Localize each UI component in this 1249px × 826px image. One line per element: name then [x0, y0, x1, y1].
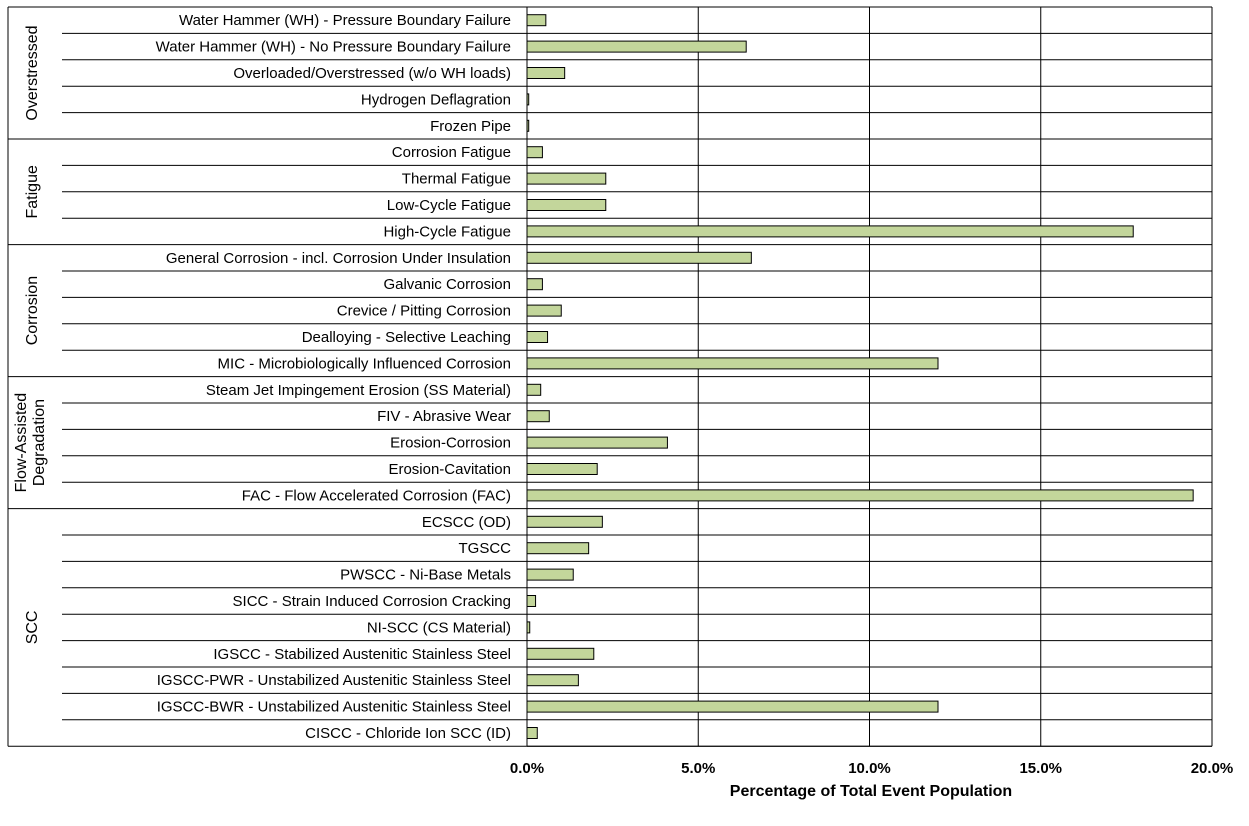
bar	[526, 489, 1194, 502]
category-label: PWSCC - Ni-Base Metals	[340, 567, 511, 584]
bar	[526, 146, 543, 159]
group-label: Corrosion	[24, 276, 41, 345]
bar	[526, 172, 607, 185]
group-labels: Overstressed Fatigue Corrosion Flow-Assiste…	[13, 25, 48, 644]
group-label: Fatigue	[24, 165, 41, 218]
bar	[526, 674, 579, 687]
group-label: SCC	[24, 611, 41, 645]
bar	[526, 331, 549, 343]
category-label: IGSCC-BWR - Unstabilized Austenitic Stai…	[157, 699, 511, 716]
category-label: SICC - Strain Induced Corrosion Cracking	[233, 593, 511, 610]
bars	[526, 14, 1194, 739]
bar	[526, 278, 543, 291]
x-tick-label: 5.0%	[681, 760, 715, 777]
bar	[526, 595, 537, 607]
bar	[526, 14, 547, 27]
category-label: Erosion-Corrosion	[390, 435, 511, 452]
category-label: Water Hammer (WH) - No Pressure Boundary…	[156, 39, 511, 56]
bar	[526, 700, 939, 713]
category-label: FIV - Abrasive Wear	[377, 408, 511, 425]
category-label: Corrosion Fatigue	[392, 144, 511, 161]
x-tick-label: 10.0%	[848, 760, 891, 777]
x-tick-label: 0.0%	[510, 760, 544, 777]
x-tick-label: 15.0%	[1019, 760, 1062, 777]
category-label: Frozen Pipe	[430, 118, 511, 135]
x-axis-title: Percentage of Total Event Population	[730, 783, 1012, 800]
category-label: Thermal Fatigue	[402, 171, 511, 188]
group-label: Overstressed	[24, 25, 41, 120]
category-label: IGSCC-PWR - Unstabilized Austenitic Stai…	[157, 672, 511, 689]
category-label: CISCC - Chloride Ion SCC (ID)	[305, 725, 511, 742]
bar	[526, 40, 747, 53]
group-label: Flow-AssistedDegradation	[13, 393, 48, 493]
category-label: Steam Jet Impingement Erosion (SS Materi…	[206, 382, 511, 399]
category-label: Crevice / Pitting Corrosion	[337, 303, 511, 320]
bar	[526, 727, 538, 739]
category-label: ECSCC (OD)	[422, 514, 511, 531]
category-label: MIC - Microbiologically Influenced Corro…	[218, 355, 511, 372]
category-label: FAC - Flow Accelerated Corrosion (FAC)	[242, 487, 511, 504]
category-labels: Water Hammer (WH) - Pressure Boundary Fa…	[156, 12, 512, 742]
bar	[526, 357, 939, 370]
bar	[526, 304, 562, 317]
bar	[526, 93, 530, 106]
category-label: General Corrosion - incl. Corrosion Unde…	[166, 250, 511, 267]
bar	[526, 383, 542, 396]
category-label: Overloaded/Overstressed (w/o WH loads)	[233, 65, 511, 82]
group-dividers	[7, 6, 1212, 747]
group-label-line: Flow-Assisted	[13, 393, 30, 493]
category-label: TGSCC	[459, 540, 512, 557]
bar	[526, 251, 752, 264]
bar	[526, 621, 531, 634]
bar	[526, 463, 598, 475]
bar	[526, 119, 530, 132]
category-label: High-Cycle Fatigue	[383, 223, 511, 240]
bar	[526, 436, 668, 449]
category-label: NI-SCC (CS Material)	[367, 619, 511, 636]
category-label: Galvanic Corrosion	[383, 276, 511, 293]
bar	[526, 647, 595, 660]
x-tick-label: 20.0%	[1191, 760, 1234, 777]
category-label: Low-Cycle Fatigue	[387, 197, 511, 214]
category-label: Dealloying - Selective Leaching	[302, 329, 511, 346]
bar	[526, 515, 603, 528]
x-tick-labels: 0.0% 5.0% 10.0% 15.0% 20.0%	[510, 760, 1233, 777]
category-label: Erosion-Cavitation	[388, 461, 511, 478]
group-label-line: Degradation	[31, 399, 48, 486]
bar	[526, 410, 550, 423]
bar	[526, 568, 574, 581]
category-label: Water Hammer (WH) - Pressure Boundary Fa…	[179, 12, 511, 29]
bar	[526, 542, 590, 555]
category-label: Hydrogen Deflagration	[361, 91, 511, 108]
bar	[526, 67, 566, 79]
bar	[526, 225, 1134, 238]
bar	[526, 199, 607, 211]
category-label: IGSCC - Stabilized Austenitic Stainless …	[213, 646, 511, 663]
